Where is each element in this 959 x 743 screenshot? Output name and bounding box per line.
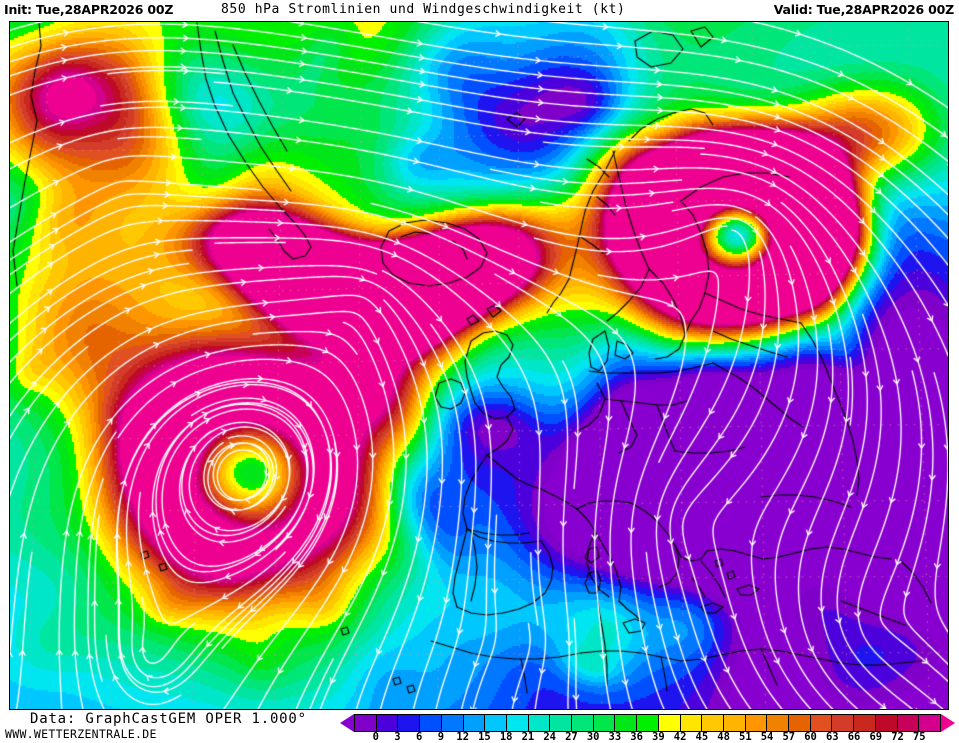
colorbar-cell [854,715,876,731]
colorbar-cell [702,715,724,731]
colorbar-cell [593,715,616,731]
colorbar-tick: 57 [782,731,796,743]
colorbar-tick: 12 [456,731,470,743]
colorbar-tick: 21 [521,731,535,743]
colorbar-cell [615,715,638,731]
colorbar-tick: 54 [760,731,774,743]
colorbar: 0 3 6 9 12 15 18 21 24 27 30 33 36 39 42 45 48 51 54 57 60 63… [340,712,955,743]
colorbar-cell [506,715,529,731]
colorbar-cell [832,715,855,731]
colorbar-scale [354,714,941,732]
colorbar-tick: 39 [652,731,665,743]
colorbar-cell [680,715,703,731]
website-label: WWW.WETTERZENTRALE.DE [5,727,157,741]
colorbar-cell [398,715,421,731]
colorbar-tick: 0 [372,731,379,743]
colorbar-cell [723,715,746,731]
colorbar-tick: 45 [695,731,709,743]
colorbar-cell [767,715,790,731]
colorbar-cell [789,715,811,731]
colorbar-cell [919,715,940,731]
valid-time-label: Valid: Tue,28APR2026 00Z [773,2,954,17]
colorbar-tick: 36 [630,731,643,743]
colorbar-cell [658,715,681,731]
colorbar-cell [897,715,920,731]
colorbar-over-arrow [941,714,955,732]
colorbar-tick: 18 [499,731,513,743]
colorbar-tick: 9 [437,731,445,743]
colorbar-cell [637,715,659,731]
colorbar-cell [528,715,551,731]
colorbar-tick: 60 [804,731,817,743]
colorbar-cell [485,715,507,731]
colorbar-tick: 75 [912,731,926,743]
data-source-label: Data: GraphCastGEM OPER 1.000° [30,711,307,727]
colorbar-cell [550,715,573,731]
colorbar-tick: 3 [394,731,401,743]
chart-title: 850 hPa Stromlinien und Windgeschwindigk… [221,2,626,17]
colorbar-cell [745,715,768,731]
colorbar-tick: 6 [416,731,423,743]
colorbar-cell [875,715,898,731]
colorbar-tick: 30 [586,731,600,743]
colorbar-cell [376,715,399,731]
colorbar-tick: 63 [825,731,839,743]
colorbar-tick: 69 [869,731,883,743]
colorbar-tick: 24 [543,731,556,743]
colorbar-cell [441,715,464,731]
colorbar-cell [355,715,377,731]
colorbar-tick: 42 [673,731,687,743]
colorbar-tick-labels: 0 3 6 9 12 15 18 21 24 27 30 33 36 39 42 45 48 51 54 57 60 63… [340,732,955,743]
colorbar-tick: 66 [847,731,861,743]
colorbar-tick: 51 [739,731,752,743]
wind-speed-heatmap-canvas[interactable] [10,22,948,709]
colorbar-cell [420,715,442,731]
colorbar-cell [572,715,594,731]
colorbar-tick: 27 [565,731,578,743]
colorbar-under-arrow [340,714,354,732]
colorbar-tick: 33 [608,731,622,743]
colorbar-cell [810,715,833,731]
weather-map[interactable] [9,21,949,710]
colorbar-cell [463,715,486,731]
chart-header: Init: Tue,28APR2026 00Z 850 hPa Stromlin… [0,0,959,20]
colorbar-tick: 72 [891,731,904,743]
init-time-label: Init: Tue,28APR2026 00Z [4,2,174,17]
colorbar-tick: 48 [717,731,730,743]
colorbar-tick: 15 [478,731,491,743]
